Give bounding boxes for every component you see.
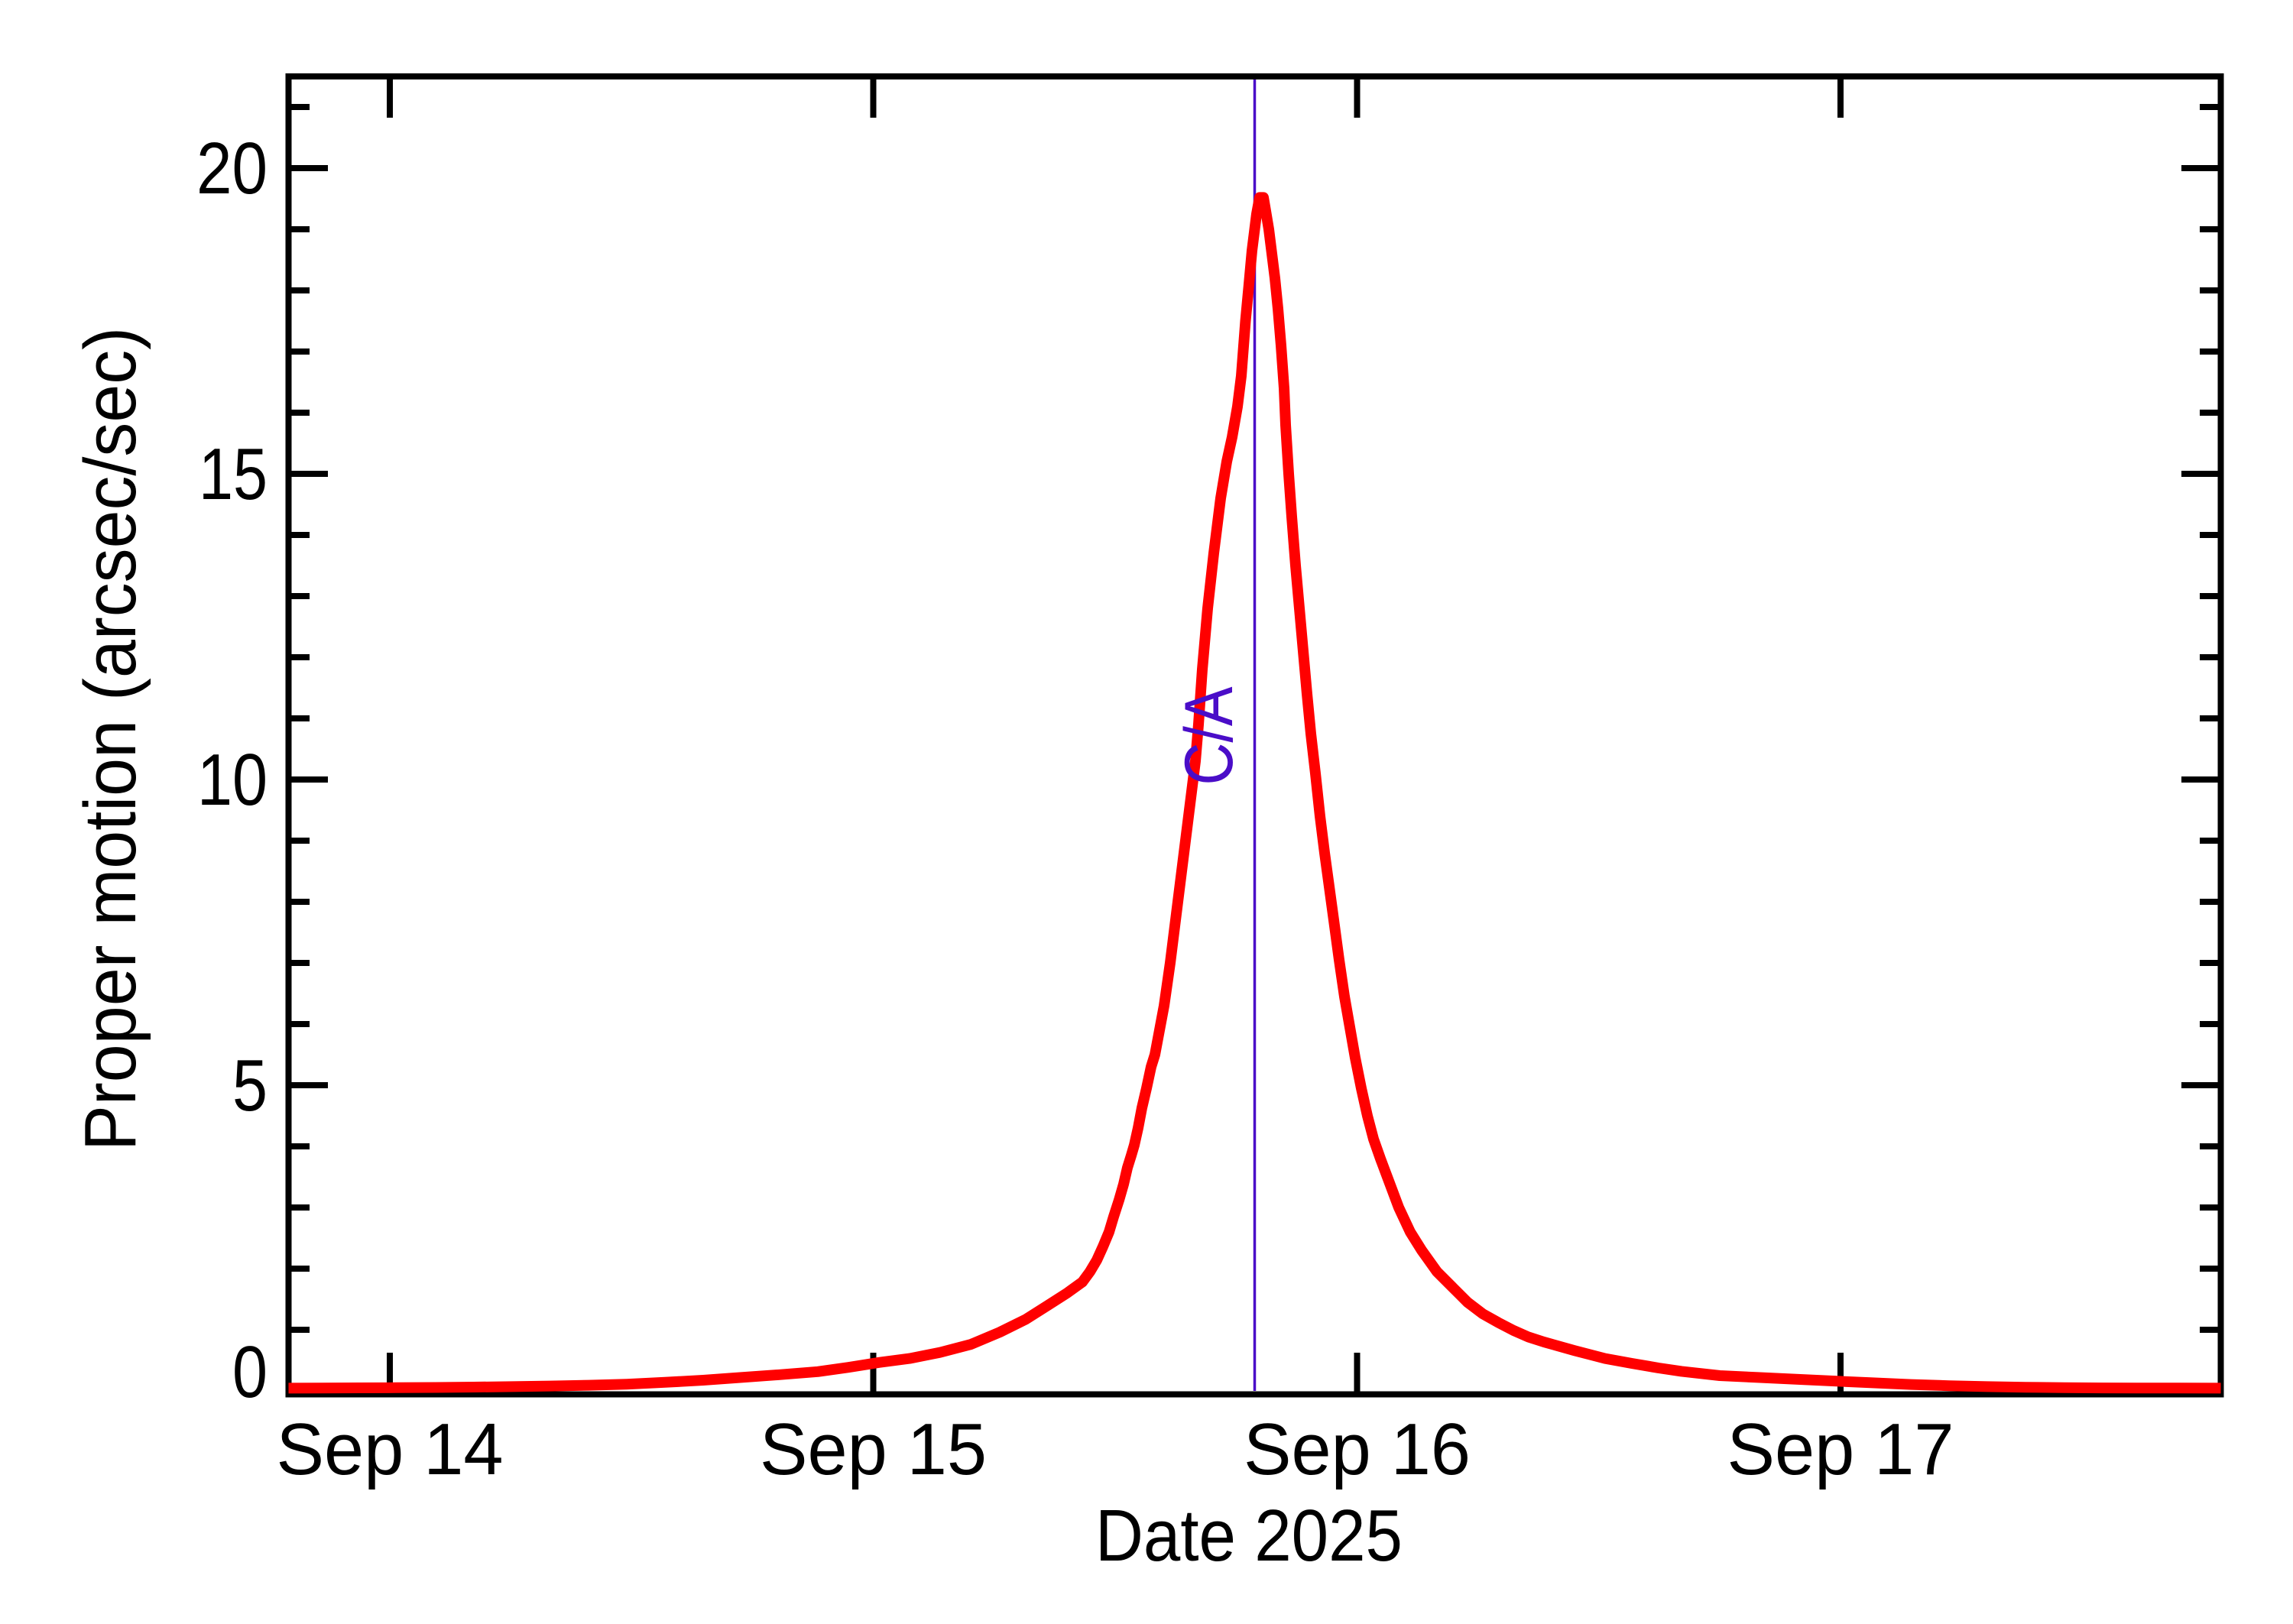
- svg-text:10: 10: [197, 739, 268, 821]
- svg-text:Sep 15: Sep 15: [760, 1408, 987, 1490]
- svg-text:C/A: C/A: [1170, 686, 1247, 786]
- svg-text:Sep 16: Sep 16: [1244, 1408, 1471, 1490]
- svg-text:5: 5: [232, 1045, 268, 1126]
- svg-text:Sep 14: Sep 14: [277, 1408, 504, 1490]
- svg-text:0: 0: [232, 1331, 268, 1413]
- svg-text:15: 15: [199, 433, 268, 515]
- svg-text:Proper motion (arcsec/sec): Proper motion (arcsec/sec): [70, 327, 151, 1151]
- svg-text:Sep 17: Sep 17: [1727, 1408, 1954, 1490]
- svg-text:20: 20: [196, 128, 268, 209]
- svg-text:Date 2025: Date 2025: [1095, 1495, 1403, 1577]
